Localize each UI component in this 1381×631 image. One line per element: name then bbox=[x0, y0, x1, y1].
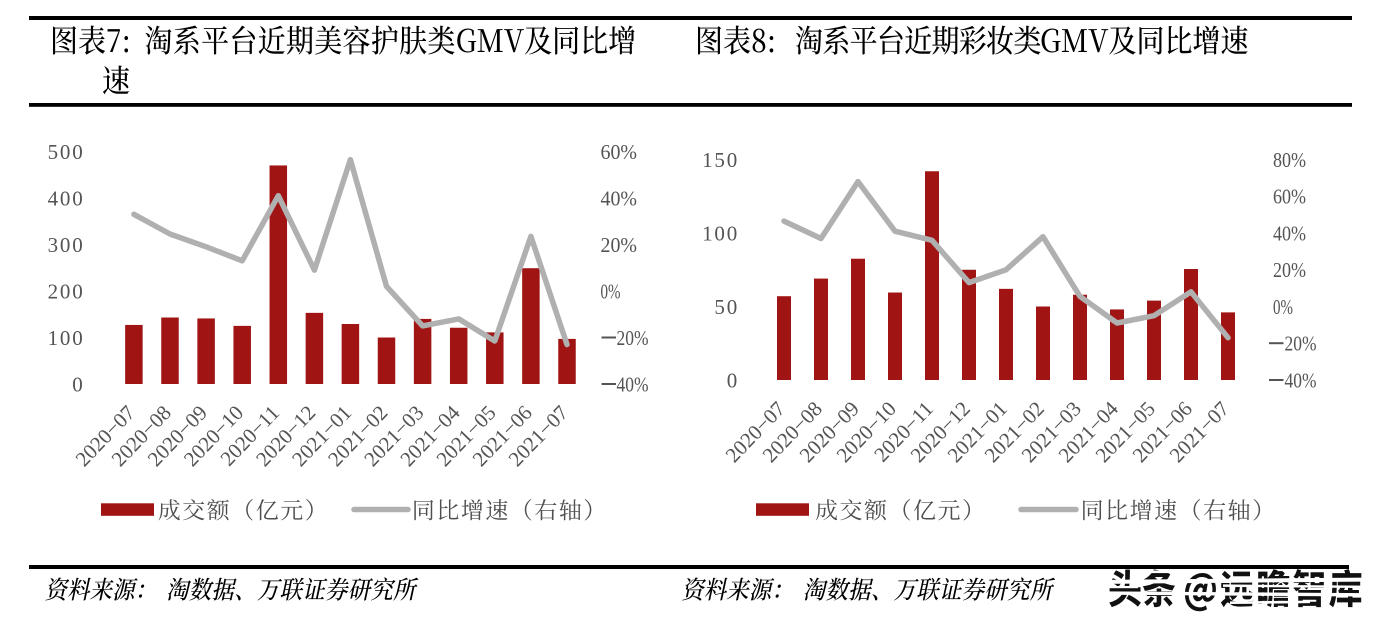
svg-text:100: 100 bbox=[702, 221, 739, 245]
svg-text:50: 50 bbox=[714, 295, 739, 319]
svg-text:20%: 20% bbox=[617, 326, 649, 350]
svg-text:0%: 0% bbox=[1273, 295, 1293, 319]
svg-text:60%: 60% bbox=[601, 140, 638, 164]
svg-text:40%: 40% bbox=[1285, 368, 1317, 392]
svg-text:40%: 40% bbox=[601, 186, 638, 210]
svg-text:100: 100 bbox=[48, 326, 85, 350]
svg-text:150: 150 bbox=[702, 148, 739, 172]
svg-text:500: 500 bbox=[48, 140, 85, 164]
svg-text:0: 0 bbox=[72, 372, 84, 396]
svg-text:200: 200 bbox=[48, 279, 85, 303]
svg-text:400: 400 bbox=[48, 186, 85, 210]
svg-text:20%: 20% bbox=[1285, 332, 1317, 356]
svg-text:40%: 40% bbox=[617, 372, 649, 396]
svg-text:300: 300 bbox=[48, 233, 85, 257]
svg-text:0: 0 bbox=[727, 368, 739, 392]
svg-text:20%: 20% bbox=[601, 233, 638, 257]
svg-text:20%: 20% bbox=[1273, 258, 1306, 282]
svg-text:0%: 0% bbox=[601, 279, 621, 303]
svg-text:80%: 80% bbox=[1273, 148, 1306, 172]
svg-text:60%: 60% bbox=[1273, 185, 1306, 209]
svg-text:40%: 40% bbox=[1273, 221, 1306, 245]
